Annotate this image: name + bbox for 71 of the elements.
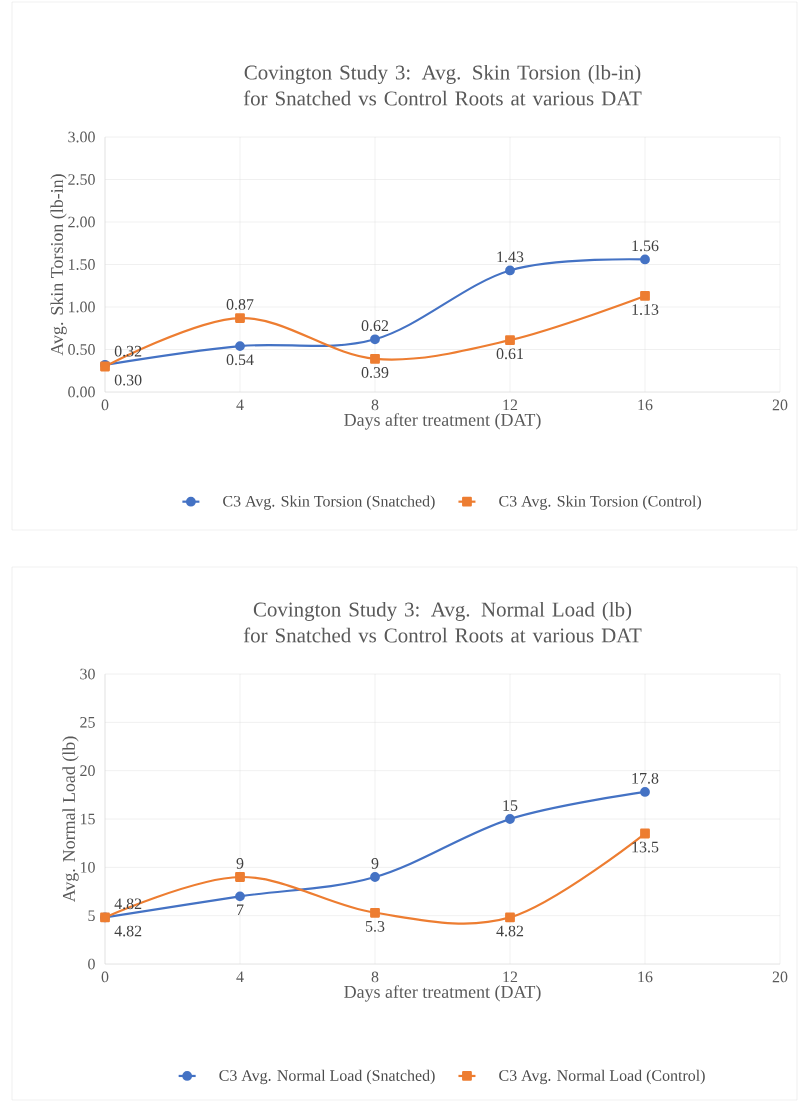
x-tick-label: 20 <box>772 399 788 411</box>
y-tick-label: 15 <box>80 813 95 825</box>
data-label: 13.5 <box>632 841 659 853</box>
x-tick-label: 4 <box>236 399 244 411</box>
point <box>235 872 245 882</box>
data-label: 9 <box>371 858 379 869</box>
point <box>505 335 515 346</box>
x-tick-label: 8 <box>371 399 379 411</box>
data-label: 17.8 <box>632 772 659 784</box>
y-tick-label: 25 <box>80 717 95 728</box>
y-tick-label: 0.50 <box>68 344 95 355</box>
data-label: 0.39 <box>361 367 389 378</box>
data-label: 4.82 <box>114 925 142 937</box>
x-tick-label: 20 <box>772 971 788 983</box>
data-label: 0.62 <box>361 320 389 332</box>
data-label: 0.54 <box>226 354 254 366</box>
point <box>370 334 380 345</box>
data-label: 4.82 <box>496 925 524 937</box>
x-tick-label: 12 <box>503 971 518 983</box>
x-axis-title: Days after treatment (DAT) <box>344 413 541 430</box>
data-label: 1.13 <box>632 304 659 315</box>
x-tick-label: 0 <box>101 399 109 411</box>
point <box>505 912 515 923</box>
data-label: 9 <box>236 858 244 869</box>
point <box>640 828 650 839</box>
data-label: 5.3 <box>365 920 385 932</box>
point <box>505 814 515 824</box>
point <box>235 313 245 323</box>
legend-label: C3 Avg. Skin Torsion (Control) <box>499 495 702 510</box>
y-tick-label: 10 <box>80 861 95 873</box>
x-tick-label: 16 <box>638 399 653 411</box>
data-label: 4.82 <box>114 898 142 910</box>
point <box>640 254 650 265</box>
y-tick-label: 5 <box>88 910 95 921</box>
y-tick-label: 0 <box>88 958 95 970</box>
data-label: 7 <box>237 904 244 915</box>
point <box>370 872 380 882</box>
y-tick-label: 1.50 <box>68 259 95 270</box>
data-label: 1.43 <box>497 251 524 263</box>
point <box>235 891 245 902</box>
data-label: 15 <box>503 800 518 811</box>
point <box>370 907 380 918</box>
x-tick-label: 12 <box>503 399 518 411</box>
y-tick-label: 30 <box>80 668 95 680</box>
data-label: 1.56 <box>632 240 659 252</box>
y-axis-title: Avg. Normal Load (lb) <box>62 736 79 903</box>
chart-title: Covington Study 3: Avg. Skin Torsion (lb-in) for Snatched vs Control Roots at various DAT <box>243 64 642 106</box>
legend-label: C3 Avg. Normal Load (Control) <box>499 1069 705 1085</box>
y-tick-label: 2.50 <box>68 174 95 185</box>
point <box>640 291 650 301</box>
x-tick-label: 8 <box>371 971 379 983</box>
y-tick-label: 20 <box>80 765 95 777</box>
y-tick-label: 1.00 <box>68 301 95 313</box>
point <box>640 787 650 797</box>
point <box>370 353 380 364</box>
data-label: 0.87 <box>226 299 254 310</box>
point <box>235 341 245 352</box>
y-axis-title: Avg. Skin Torsion (lb-in) <box>50 174 67 356</box>
legend-label: C3 Avg. Normal Load (Snatched) <box>219 1069 435 1085</box>
chart-title: Covington Study 3: Avg. Normal Load (lb) for Snatched vs Control Roots at various DAT <box>243 601 642 643</box>
legend-label: C3 Avg. Skin Torsion (Snatched) <box>223 495 435 510</box>
y-tick-label: 0.00 <box>68 386 95 398</box>
data-label: 0.30 <box>114 374 142 386</box>
y-tick-label: 3.00 <box>68 131 95 143</box>
point <box>505 265 515 276</box>
x-tick-label: 0 <box>101 971 109 983</box>
data-label: 0.61 <box>496 348 523 360</box>
x-tick-label: 4 <box>236 971 244 983</box>
y-tick-label: 2.00 <box>68 216 95 228</box>
x-axis-title: Days after treatment (DAT) <box>344 985 541 1002</box>
x-tick-label: 16 <box>638 971 653 983</box>
